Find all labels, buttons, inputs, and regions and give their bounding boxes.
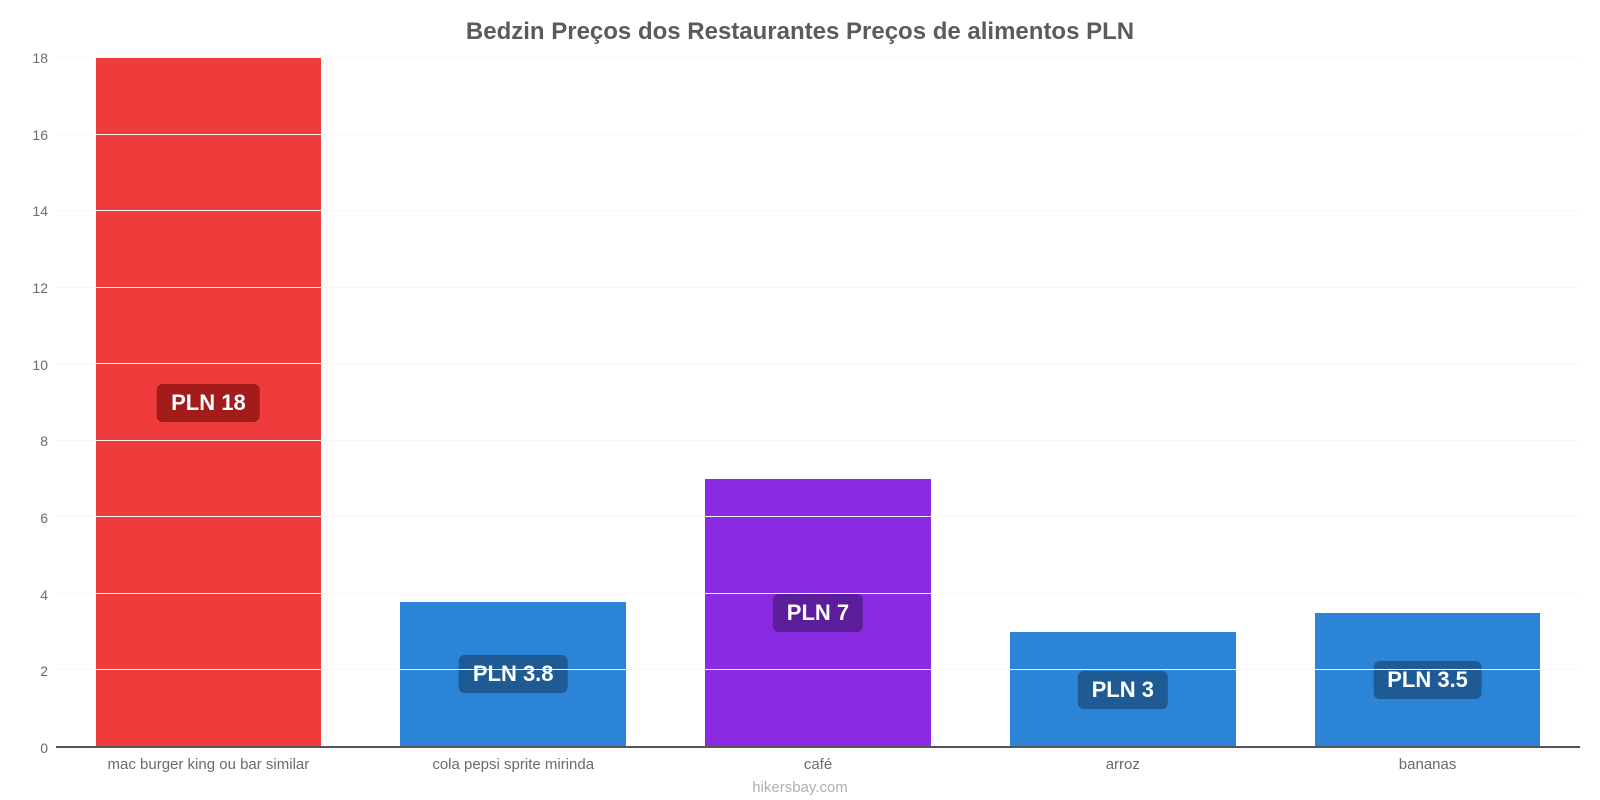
- bar-slot: PLN 7: [666, 58, 971, 747]
- y-tick-label: 14: [32, 203, 48, 219]
- y-tick-label: 18: [32, 50, 48, 66]
- x-tick-label: arroz: [970, 756, 1275, 773]
- value-badge: PLN 3.5: [1373, 661, 1482, 699]
- grid-line: [56, 57, 1580, 58]
- bar-slot: PLN 18: [56, 58, 361, 747]
- grid-line: [56, 210, 1580, 211]
- value-badge: PLN 3: [1078, 671, 1168, 709]
- bar: PLN 7: [705, 479, 931, 747]
- grid-line: [56, 516, 1580, 517]
- grid-line: [56, 669, 1580, 670]
- chart-title: Bedzin Preços dos Restaurantes Preços de…: [20, 10, 1580, 58]
- y-axis: 024681012141618: [20, 58, 56, 748]
- x-axis-line: [56, 746, 1580, 747]
- y-tick-label: 12: [32, 280, 48, 296]
- bar-slot: PLN 3.8: [361, 58, 666, 747]
- grid-line: [56, 134, 1580, 135]
- y-tick-label: 10: [32, 357, 48, 373]
- grid-line: [56, 440, 1580, 441]
- y-tick-label: 4: [40, 587, 48, 603]
- y-tick-label: 2: [40, 663, 48, 679]
- x-tick-label: bananas: [1275, 756, 1580, 773]
- y-tick-label: 6: [40, 510, 48, 526]
- bar: PLN 18: [96, 58, 322, 747]
- x-tick-label: café: [666, 756, 971, 773]
- grid-line: [56, 593, 1580, 594]
- x-tick-label: cola pepsi sprite mirinda: [361, 756, 666, 773]
- x-tick-label: mac burger king ou bar similar: [56, 756, 361, 773]
- bar-slot: PLN 3.5: [1275, 58, 1580, 747]
- grid-line: [56, 287, 1580, 288]
- chart-credit: hikersbay.com: [20, 779, 1580, 796]
- y-tick-label: 16: [32, 127, 48, 143]
- bar: PLN 3.8: [400, 602, 626, 747]
- bar: PLN 3.5: [1315, 613, 1541, 747]
- bar: PLN 3: [1010, 632, 1236, 747]
- bar-slot: PLN 3: [970, 58, 1275, 747]
- value-badge: PLN 3.8: [459, 655, 568, 693]
- plot-area: PLN 18 PLN 3.8 PLN 7 PLN 3 PLN 3.5: [56, 58, 1580, 748]
- chart-container: Bedzin Preços dos Restaurantes Preços de…: [0, 0, 1600, 800]
- y-tick-label: 0: [40, 740, 48, 756]
- plot-outer: 024681012141618 PLN 18PLN 3.8PLN 7PLN 3P…: [20, 58, 1580, 748]
- grid-line: [56, 363, 1580, 364]
- x-axis-labels: mac burger king ou bar similarcola pepsi…: [56, 756, 1580, 773]
- value-badge: PLN 18: [157, 384, 260, 422]
- value-badge: PLN 7: [773, 594, 863, 632]
- y-tick-label: 8: [40, 433, 48, 449]
- bars-layer: PLN 18 PLN 3.8 PLN 7 PLN 3 PLN 3.5: [56, 58, 1580, 747]
